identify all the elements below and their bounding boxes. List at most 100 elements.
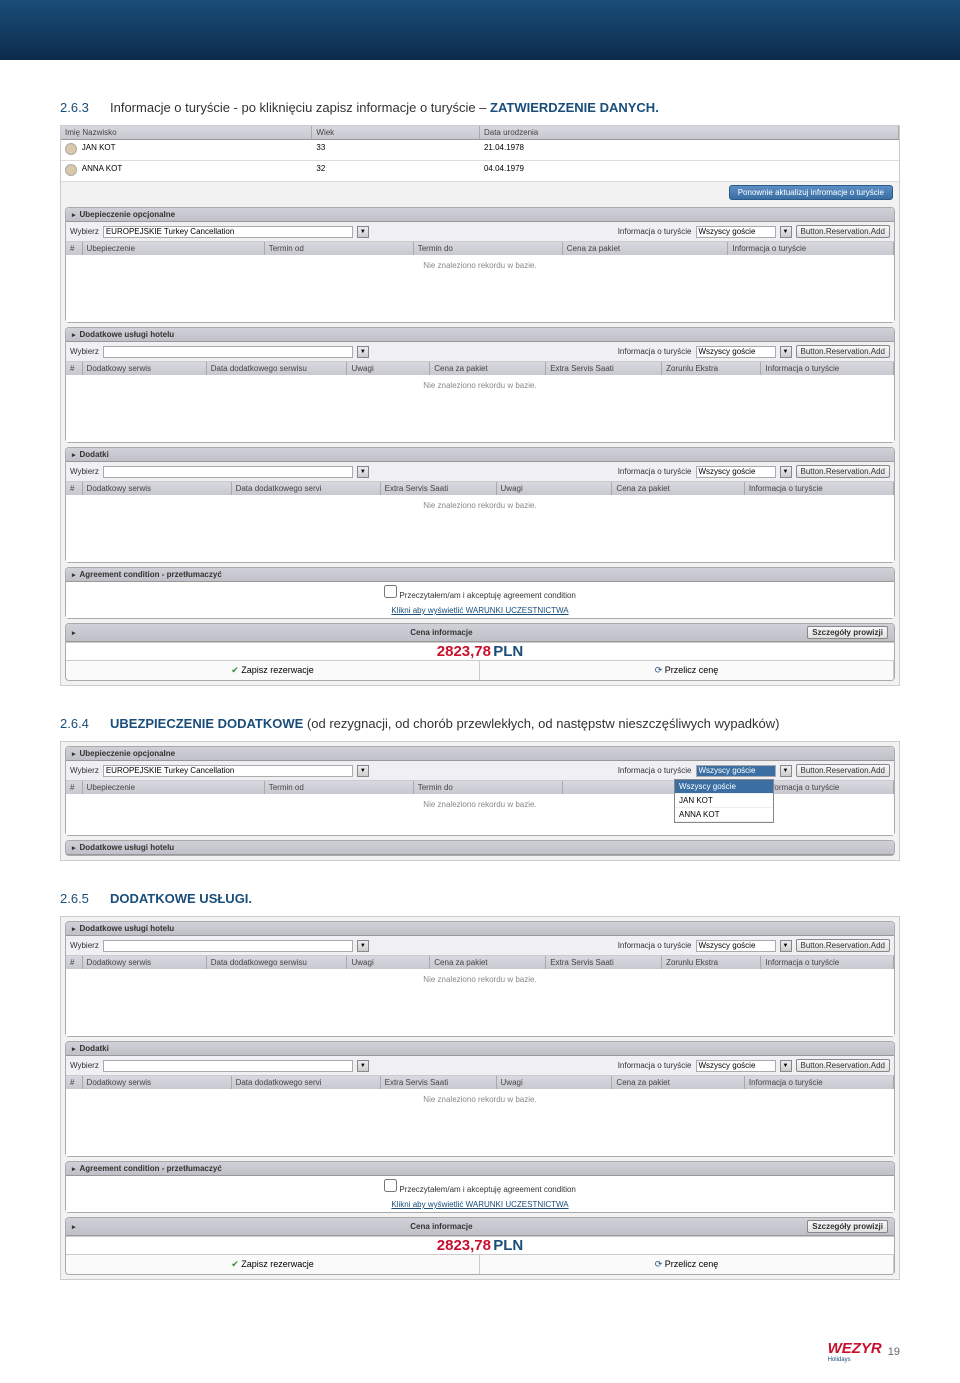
add-button[interactable]: Button.Reservation.Add	[796, 465, 891, 478]
recalc-label: Przelicz cenę	[665, 1259, 719, 1269]
commission-details-button[interactable]: Szczegóły prowizji	[807, 1220, 888, 1233]
dropdown-icon[interactable]: ▼	[357, 940, 369, 952]
heading-265: 2.6.5 DODATKOWE USŁUGI.	[60, 891, 900, 906]
col: Ubepieczenie	[83, 242, 265, 255]
add-button[interactable]: Button.Reservation.Add	[796, 764, 891, 777]
guest-select[interactable]: Wszyscy goście	[696, 466, 776, 478]
dropdown-icon[interactable]: ▼	[357, 1060, 369, 1072]
empty-area	[66, 396, 894, 442]
panel-dodatki: Dodatki Wybierz ▼ Informacja o turyście …	[65, 447, 895, 563]
top-banner	[0, 0, 960, 60]
checkbox-label: Przeczytałem/am i akceptuję agreement co…	[399, 591, 576, 600]
checkbox-label: Przeczytałem/am i akceptuję agreement co…	[399, 1185, 576, 1194]
guest-select[interactable]: Wszyscy goście	[696, 226, 776, 238]
price-currency: PLN	[493, 643, 523, 660]
guest-dropdown-list[interactable]: Wszyscy goście JAN KOT ANNA KOT	[674, 779, 774, 823]
heading-number: 2.6.4	[60, 716, 96, 731]
heading-number: 2.6.3	[60, 100, 96, 115]
person-age: 32	[312, 161, 480, 181]
commission-details-button[interactable]: Szczegóły prowizji	[807, 626, 888, 639]
insurance-controls: Wybierz EUROPEJSKIE Turkey Cancellation …	[66, 222, 894, 242]
hotel-select[interactable]	[103, 346, 353, 358]
guest-select[interactable]: Wszyscy goście	[696, 346, 776, 358]
panel-title: Ubepieczenie opcjonalne	[66, 208, 894, 222]
price-amount: 2823,78	[437, 1237, 491, 1254]
agreement-checkbox[interactable]	[384, 585, 397, 598]
dodatki-controls: Wybierz ▼ Informacja o turyście Wszyscy …	[66, 462, 894, 482]
screenshot-2: Ubepieczenie opcjonalne Wybierz EUROPEJS…	[60, 741, 900, 861]
panel-price: Cena informacje Szczegóły prowizji 2823,…	[65, 623, 895, 681]
col: Termin od	[265, 781, 414, 794]
avatar-icon	[65, 143, 77, 155]
col: Extra Servis Saati	[546, 362, 662, 375]
label-info: Informacja o turyście	[618, 467, 692, 476]
col: Dodatkowy serwis	[83, 482, 232, 495]
add-button[interactable]: Button.Reservation.Add	[796, 225, 891, 238]
save-reservation-button[interactable]: ✔ Zapisz rezerwacje	[66, 1255, 480, 1274]
dropdown-icon[interactable]: ▼	[780, 765, 792, 777]
heading-text: Informacje o turyście - po kliknięciu za…	[110, 100, 659, 115]
people-row-1: JAN KOT 33 21.04.1978	[61, 140, 899, 161]
col: Cena za pakiet	[430, 956, 546, 969]
col: #	[66, 956, 83, 969]
guest-select-active[interactable]: Wszyscy goście	[696, 765, 776, 777]
page-content: 2.6.3 Informacje o turyście - po kliknię…	[0, 60, 960, 1330]
col: Dodatkowy serwis	[83, 956, 207, 969]
dropdown-icon[interactable]: ▼	[357, 346, 369, 358]
col: Termin do	[414, 242, 563, 255]
refresh-tourist-button[interactable]: Ponownie aktualizuj infromacje o turyści…	[729, 185, 893, 200]
col: Extra Servis Saati	[546, 956, 662, 969]
col: Cena za pakiet	[563, 242, 729, 255]
agreement-checkbox[interactable]	[384, 1179, 397, 1192]
dropdown-icon[interactable]: ▼	[780, 1060, 792, 1072]
save-reservation-button[interactable]: ✔ Zapisz rezerwacje	[66, 661, 480, 680]
guest-select[interactable]: Wszyscy goście	[696, 1060, 776, 1072]
col: Uwagi	[497, 482, 613, 495]
terms-link[interactable]: Klikni aby wyświetlić WARUNKI UCZESTNICT…	[66, 1197, 894, 1212]
heading-text-part: (od rezygnacji, od chorób przewlekłych, …	[303, 716, 779, 731]
recalculate-button[interactable]: ⟳ Przelicz cenę	[480, 1255, 894, 1274]
panel-agreement: Agreement condition - przetłumaczyć Prze…	[65, 567, 895, 619]
dropdown-icon[interactable]: ▼	[780, 466, 792, 478]
insurance-select[interactable]: EUROPEJSKIE Turkey Cancellation	[103, 765, 353, 777]
bottom-buttons: ✔ Zapisz rezerwacje ⟳ Przelicz cenę	[66, 660, 894, 680]
dropdown-icon[interactable]: ▼	[357, 226, 369, 238]
recalculate-button[interactable]: ⟳ Przelicz cenę	[480, 661, 894, 680]
col: Data dodatkowego servi	[232, 482, 381, 495]
label-info: Informacja o turyście	[618, 347, 692, 356]
label-wybierz: Wybierz	[70, 941, 99, 950]
panel-title: Dodatkowe usługi hotelu	[66, 328, 894, 342]
panel-insurance-2: Ubepieczenie opcjonalne Wybierz EUROPEJS…	[65, 746, 895, 836]
add-button[interactable]: Button.Reservation.Add	[796, 1059, 891, 1072]
dropdown-icon[interactable]: ▼	[780, 940, 792, 952]
dropdown-option[interactable]: ANNA KOT	[675, 808, 773, 822]
dropdown-option[interactable]: JAN KOT	[675, 794, 773, 808]
dropdown-icon[interactable]: ▼	[780, 346, 792, 358]
no-records: Nie znaleziono rekordu w bazie.	[66, 969, 894, 990]
price-title: Cena informacje	[410, 1222, 472, 1231]
screenshot-3: Dodatkowe usługi hotelu Wybierz ▼ Inform…	[60, 916, 900, 1280]
dropdown-icon[interactable]: ▼	[357, 765, 369, 777]
empty-area	[66, 1110, 894, 1156]
panel-title: Dodatki	[66, 448, 894, 462]
terms-link[interactable]: Klikni aby wyświetlić WARUNKI UCZESTNICT…	[66, 603, 894, 618]
hotel-select[interactable]	[103, 940, 353, 952]
dodatki-select[interactable]	[103, 1060, 353, 1072]
panel-price-title: Cena informacje Szczegóły prowizji	[66, 1218, 894, 1236]
guest-select[interactable]: Wszyscy goście	[696, 940, 776, 952]
dropdown-icon[interactable]: ▼	[357, 466, 369, 478]
insurance-select[interactable]: EUROPEJSKIE Turkey Cancellation	[103, 226, 353, 238]
col: Informacja o turyście	[745, 1076, 894, 1089]
add-button[interactable]: Button.Reservation.Add	[796, 345, 891, 358]
dropdown-icon[interactable]: ▼	[780, 226, 792, 238]
dropdown-option[interactable]: Wszyscy goście	[675, 780, 773, 794]
panel-price-3: Cena informacje Szczegóły prowizji 2823,…	[65, 1217, 895, 1275]
logo-subtitle: Holidays	[828, 1357, 882, 1363]
insurance-cols: # Ubepieczenie Termin od Termin do Cena …	[66, 242, 894, 255]
logo: WEZYR	[828, 1340, 882, 1357]
add-button[interactable]: Button.Reservation.Add	[796, 939, 891, 952]
label-wybierz: Wybierz	[70, 1061, 99, 1070]
insurance-controls-2: Wybierz EUROPEJSKIE Turkey Cancellation …	[66, 761, 894, 781]
col: Informacja o turyście	[745, 482, 894, 495]
dodatki-select[interactable]	[103, 466, 353, 478]
